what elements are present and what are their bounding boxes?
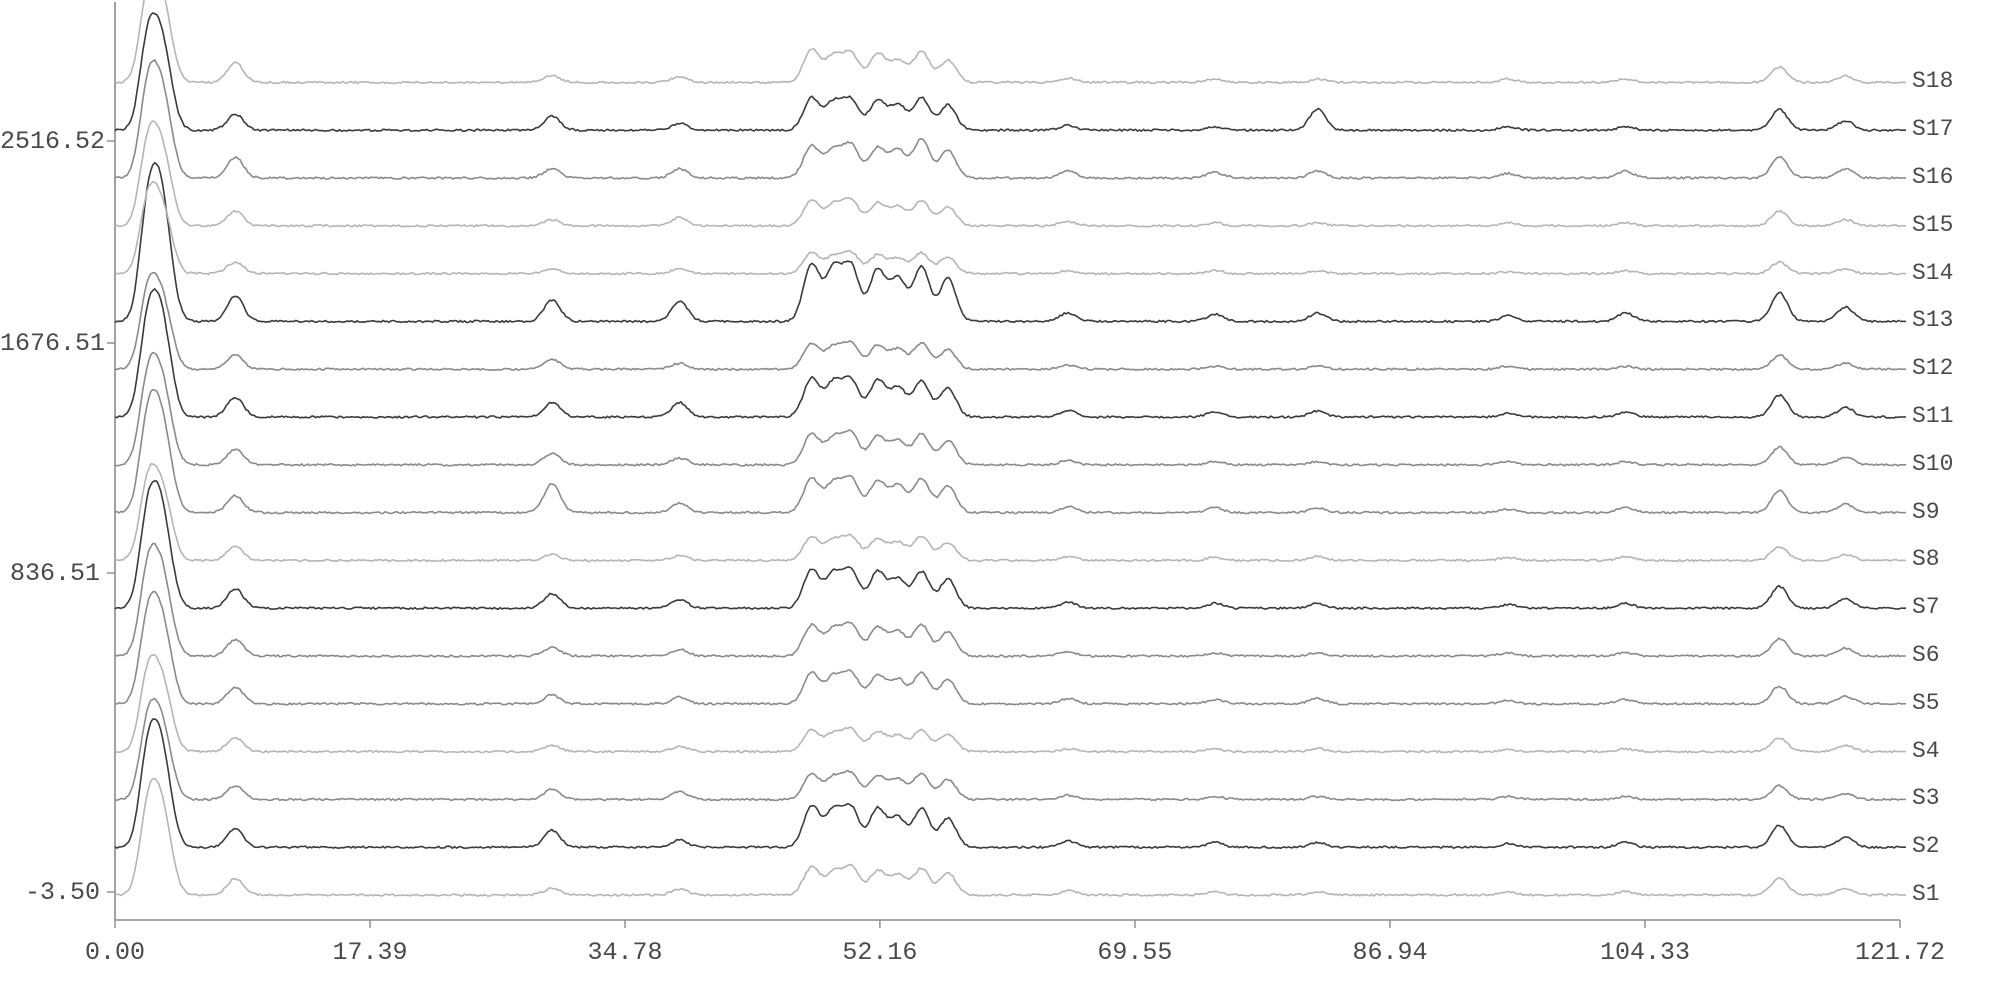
- chromatogram-trace: [115, 182, 1900, 275]
- trace-label: S5: [1912, 690, 1940, 716]
- chromatogram-trace: [115, 390, 1900, 514]
- chromatogram-trace: [115, 779, 1900, 896]
- trace-label: S7: [1912, 594, 1940, 620]
- chromatogram-plot-svg: [0, 0, 2013, 991]
- trace-label: S18: [1912, 68, 1953, 94]
- trace-label: S10: [1912, 451, 1953, 477]
- trace-label: S4: [1912, 738, 1940, 764]
- trace-label: S13: [1912, 307, 1953, 333]
- x-axis-tick-label: 0.00: [85, 938, 145, 967]
- y-axis-tick-label: 2516.52: [0, 127, 100, 156]
- chromatogram-trace: [115, 481, 1900, 609]
- trace-label: S15: [1912, 212, 1953, 238]
- trace-label: S16: [1912, 164, 1953, 190]
- x-axis-tick-label: 104.33: [1600, 938, 1690, 967]
- y-axis-tick-label: -3.50: [0, 878, 100, 907]
- y-axis-tick-label: 1676.51: [0, 329, 100, 358]
- chromatogram-trace: [115, 719, 1900, 848]
- trace-label: S3: [1912, 785, 1940, 811]
- trace-label: S1: [1912, 881, 1940, 907]
- trace-label: S17: [1912, 116, 1953, 142]
- trace-label: S8: [1912, 546, 1940, 572]
- y-axis-tick-label: 836.51: [0, 559, 100, 588]
- x-axis-tick-label: 121.72: [1855, 938, 1945, 967]
- trace-label: S12: [1912, 355, 1953, 381]
- trace-label: S14: [1912, 260, 1953, 286]
- trace-label: S6: [1912, 642, 1940, 668]
- trace-label: S2: [1912, 833, 1940, 859]
- x-axis-tick-label: 17.39: [333, 938, 408, 967]
- chromatogram-trace: [115, 289, 1900, 418]
- x-axis-tick-label: 34.78: [588, 938, 663, 967]
- x-axis-tick-label: 69.55: [1097, 938, 1172, 967]
- x-axis-tick-label: 86.94: [1352, 938, 1427, 967]
- chromatogram-trace: [115, 13, 1900, 131]
- chromatogram-stack-chart: -3.50 836.51 1676.51 2516.52 0.00 17.39 34.78 5…: [0, 0, 2013, 991]
- chromatogram-trace: [115, 699, 1900, 801]
- chromatogram-trace: [115, 163, 1900, 323]
- x-axis-tick-label: 52.16: [842, 938, 917, 967]
- trace-label: S9: [1912, 499, 1940, 525]
- chromatogram-trace: [115, 0, 1900, 83]
- trace-label: S11: [1912, 403, 1953, 429]
- chromatogram-trace: [115, 60, 1900, 179]
